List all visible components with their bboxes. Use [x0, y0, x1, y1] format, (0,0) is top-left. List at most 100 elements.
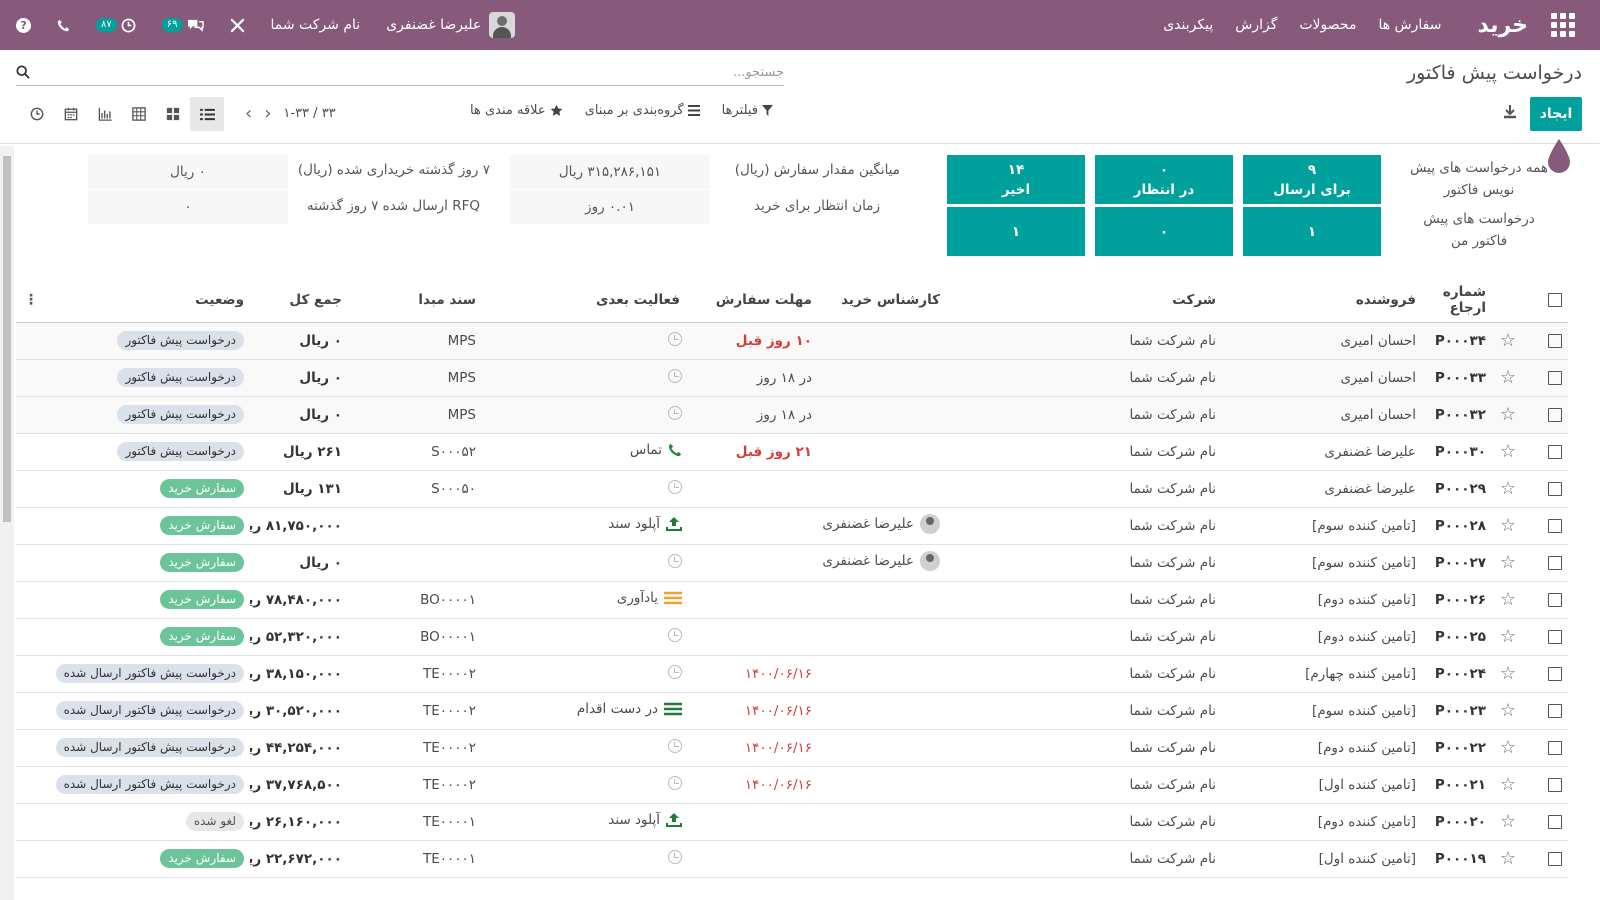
row-checkbox[interactable]: [1548, 814, 1562, 829]
table-row[interactable]: ☆ P۰۰۰۱۹ [تامین کننده اول] نام شرکت شما TE۰۰…: [16, 840, 1568, 878]
star-icon[interactable]: ☆: [1499, 441, 1516, 462]
table-row[interactable]: ☆ P۰۰۰۳۲ احسان امیری نام شرکت شما در ۱۸ روز M…: [16, 396, 1568, 434]
row-checkbox[interactable]: [1548, 333, 1562, 348]
search-input[interactable]: [54, 60, 784, 85]
star-icon[interactable]: ☆: [1499, 478, 1516, 499]
col-activity[interactable]: فعالیت بعدی: [482, 278, 688, 323]
clock-icon[interactable]: [668, 664, 682, 679]
filters-dropdown[interactable]: فیلترها: [722, 103, 774, 118]
user-menu[interactable]: علیرضا غضنفری: [386, 12, 516, 38]
col-status[interactable]: وضعیت: [16, 278, 250, 323]
tile-to-send-mine[interactable]: ۱: [1243, 207, 1381, 256]
star-icon[interactable]: ☆: [1499, 330, 1516, 351]
col-deadline[interactable]: مهلت سفارش: [688, 278, 818, 323]
list-view-icon[interactable]: [190, 97, 224, 131]
clock-icon[interactable]: [668, 738, 682, 753]
table-row[interactable]: ☆ P۰۰۰۲۷ [تامین کننده سوم] نام شرکت شما علیر…: [16, 544, 1568, 582]
col-vendor[interactable]: فروشنده: [1222, 278, 1422, 323]
debug-tools-icon[interactable]: [230, 18, 245, 33]
app-brand[interactable]: خرید: [1477, 12, 1528, 38]
apps-menu-icon[interactable]: [1550, 12, 1576, 38]
table-row[interactable]: ☆ P۰۰۰۲۴ [تامین کننده چهارم] نام شرکت شما ۱۴…: [16, 655, 1568, 693]
table-row[interactable]: ☆ P۰۰۰۲۸ [تامین کننده سوم] نام شرکت شما علیر…: [16, 507, 1568, 545]
chevron-left-icon[interactable]: ‹: [245, 103, 253, 124]
table-row[interactable]: ☆ P۰۰۰۳۳ احسان امیری نام شرکت شما در ۱۸ روز M…: [16, 359, 1568, 397]
row-checkbox[interactable]: [1548, 851, 1562, 866]
tile-late-all[interactable]: ۱۴ اخیر: [947, 155, 1085, 204]
table-row[interactable]: ☆ P۰۰۰۲۰ [تامین کننده دوم] نام شرکت شما آپلو…: [16, 803, 1568, 841]
menu-products[interactable]: محصولات: [1299, 17, 1357, 33]
row-checkbox[interactable]: [1548, 777, 1562, 792]
star-icon[interactable]: ☆: [1499, 367, 1516, 388]
col-buyer[interactable]: کارشناس خرید: [818, 278, 946, 323]
star-icon[interactable]: ☆: [1499, 589, 1516, 610]
pivot-view-icon[interactable]: [122, 97, 156, 131]
table-row[interactable]: ☆ P۰۰۰۳۰ علیرضا غضنفری نام شرکت شما ۲۱ روز ق…: [16, 433, 1568, 471]
clock-icon[interactable]: [668, 331, 682, 346]
download-icon[interactable]: [1502, 104, 1518, 124]
menu-reporting[interactable]: گزارش: [1235, 17, 1278, 33]
activity-menu[interactable]: ۸۷: [96, 18, 136, 33]
phone-icon[interactable]: [57, 19, 70, 32]
messaging-menu[interactable]: ۶۹: [161, 18, 204, 33]
tile-to-send-all[interactable]: ۹ برای ارسال: [1243, 155, 1381, 204]
tile-waiting-mine[interactable]: ۰: [1095, 207, 1233, 256]
pager-value[interactable]: ۱-۳۳ / ۳۳: [283, 106, 336, 121]
table-row[interactable]: ☆ P۰۰۰۲۶ [تامین کننده دوم] نام شرکت شما یادآ…: [16, 581, 1568, 619]
clock-icon[interactable]: [668, 368, 682, 383]
row-checkbox[interactable]: [1548, 370, 1562, 385]
star-icon[interactable]: ☆: [1499, 626, 1516, 647]
search-icon[interactable]: [16, 65, 30, 79]
star-icon[interactable]: ☆: [1499, 811, 1516, 832]
company-switcher[interactable]: نام شرکت شما: [271, 17, 361, 33]
table-row[interactable]: ☆ P۰۰۰۲۳ [تامین کننده سوم] نام شرکت شما ۱۴۰۰…: [16, 692, 1568, 730]
row-checkbox[interactable]: [1548, 666, 1562, 681]
menu-configuration[interactable]: پیکربندی: [1163, 17, 1214, 33]
col-total[interactable]: جمع کل: [250, 278, 348, 323]
star-icon[interactable]: ☆: [1499, 663, 1516, 684]
col-origin[interactable]: سند مبدا: [348, 278, 482, 323]
star-icon[interactable]: ☆: [1499, 774, 1516, 795]
star-icon[interactable]: ☆: [1499, 552, 1516, 573]
tile-waiting-all[interactable]: ۰ در انتظار: [1095, 155, 1233, 204]
row-checkbox[interactable]: [1548, 592, 1562, 607]
calendar-view-icon[interactable]: [54, 97, 88, 131]
col-reference[interactable]: شماره ارجاع: [1422, 278, 1492, 323]
table-row[interactable]: ☆ P۰۰۰۲۱ [تامین کننده اول] نام شرکت شما ۱۴۰۰…: [16, 766, 1568, 804]
star-icon[interactable]: ☆: [1499, 848, 1516, 869]
star-icon[interactable]: ☆: [1499, 404, 1516, 425]
table-row[interactable]: ☆ P۰۰۰۲۹ علیرضا غضنفری نام شرکت شما S۰۰۰۵۰ ۱۳…: [16, 470, 1568, 508]
chevron-right-icon[interactable]: ›: [264, 103, 272, 124]
row-checkbox[interactable]: [1548, 629, 1562, 644]
star-icon[interactable]: ☆: [1499, 515, 1516, 536]
scrollbar-thumb[interactable]: [3, 156, 11, 522]
table-row[interactable]: ☆ P۰۰۰۳۴ احسان امیری نام شرکت شما ۱۰ روز قبل…: [16, 322, 1568, 360]
create-button[interactable]: ایجاد: [1530, 97, 1582, 131]
clock-icon[interactable]: [668, 849, 682, 864]
row-checkbox[interactable]: [1548, 407, 1562, 422]
scrollbar[interactable]: [0, 146, 14, 900]
table-row[interactable]: ☆ P۰۰۰۲۲ [تامین کننده دوم] نام شرکت شما ۱۴۰۰…: [16, 729, 1568, 767]
kanban-view-icon[interactable]: [156, 97, 190, 131]
clock-icon[interactable]: [668, 627, 682, 642]
graph-view-icon[interactable]: [88, 97, 122, 131]
clock-icon[interactable]: [668, 405, 682, 420]
clock-icon[interactable]: [668, 479, 682, 494]
row-checkbox[interactable]: [1548, 703, 1562, 718]
activity-view-icon[interactable]: [20, 97, 54, 131]
star-icon[interactable]: ☆: [1499, 737, 1516, 758]
tile-late-mine[interactable]: ۱: [947, 207, 1085, 256]
row-checkbox[interactable]: [1548, 518, 1562, 533]
help-icon[interactable]: ?: [16, 17, 31, 33]
clock-icon[interactable]: [668, 775, 682, 790]
groupby-dropdown[interactable]: گروه‌بندی بر مبنای: [585, 103, 700, 118]
row-checkbox[interactable]: [1548, 740, 1562, 755]
col-company[interactable]: شرکت: [946, 278, 1222, 323]
row-checkbox[interactable]: [1548, 555, 1562, 570]
menu-orders[interactable]: سفارش ها: [1378, 17, 1442, 33]
row-checkbox[interactable]: [1548, 444, 1562, 459]
select-all-checkbox[interactable]: [1548, 292, 1562, 307]
star-icon[interactable]: ☆: [1499, 700, 1516, 721]
table-row[interactable]: ☆ P۰۰۰۲۵ [تامین کننده دوم] نام شرکت شما BO۰۰…: [16, 618, 1568, 656]
row-checkbox[interactable]: [1548, 481, 1562, 496]
